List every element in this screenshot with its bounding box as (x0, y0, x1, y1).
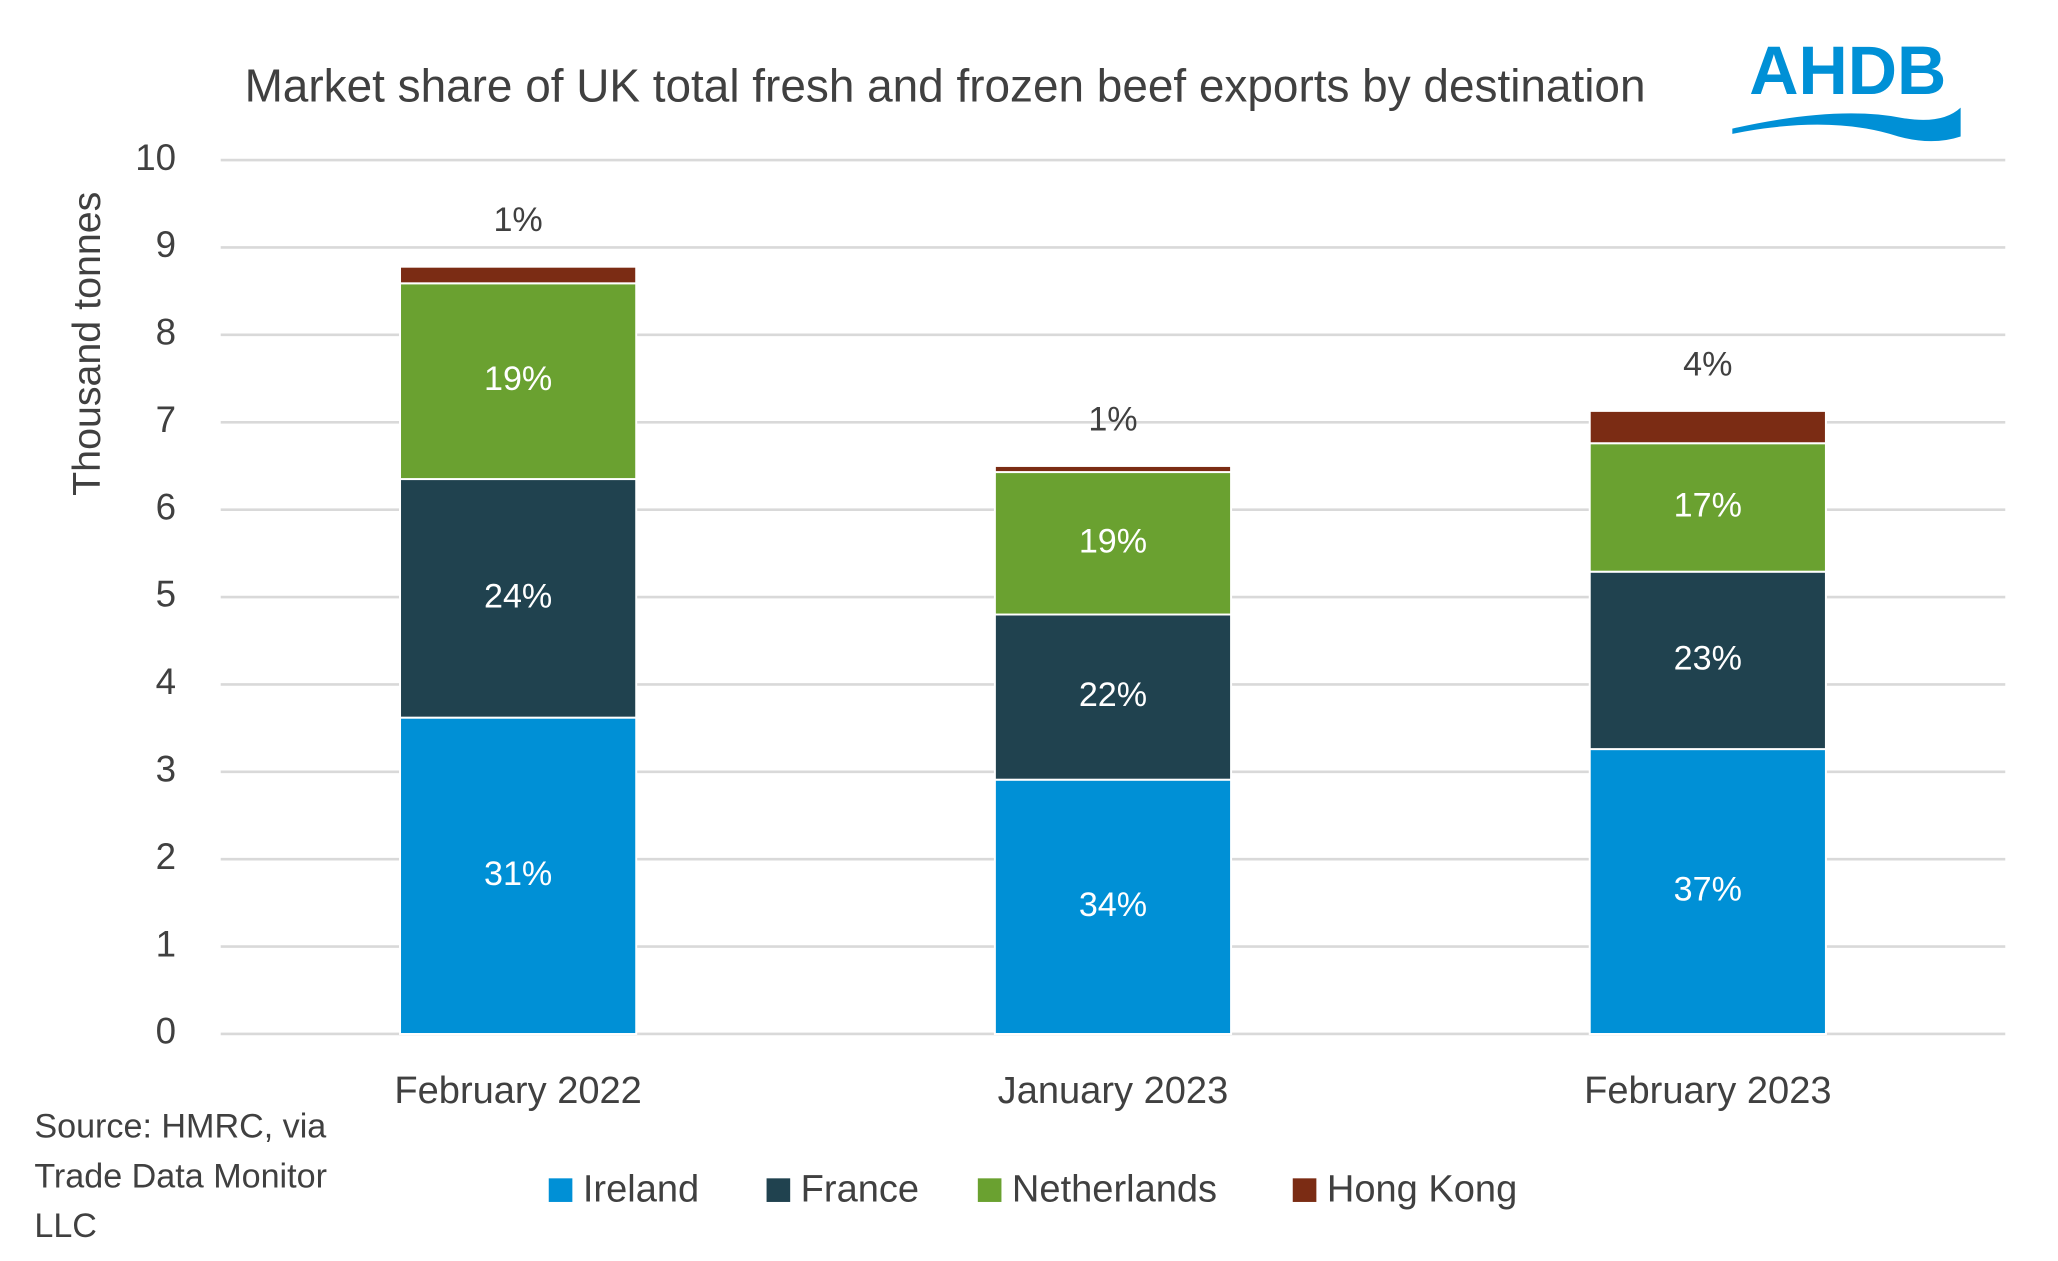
logo-wave (1732, 107, 1961, 142)
legend-label: Ireland (583, 1169, 699, 1211)
bar-segment (1588, 409, 1827, 445)
legend-swatch (1292, 1178, 1317, 1202)
legend-label: Hong Kong (1327, 1169, 1517, 1211)
y-tick-label: 2 (156, 836, 176, 877)
bar-segment (1588, 570, 1827, 751)
logo: AHDB (1749, 33, 1946, 109)
y-tick-label: 6 (156, 486, 176, 527)
bar-segment (1588, 748, 1827, 1035)
y-tick-label: 10 (135, 137, 176, 178)
data-label: 4% (1683, 345, 1732, 383)
y-tick-label: 8 (156, 312, 176, 353)
bar-segment (1588, 442, 1827, 573)
source-note: Source: HMRC, via (34, 1107, 326, 1145)
legend-label: Netherlands (1012, 1169, 1217, 1211)
bar-segment (993, 471, 1233, 616)
bar-segment (399, 716, 638, 1035)
data-label: 1% (1088, 400, 1137, 438)
y-tick-label: 9 (156, 224, 176, 265)
y-tick-label: 0 (156, 1011, 176, 1052)
bar-segment (399, 265, 638, 285)
x-tick-label: January 2023 (998, 1070, 1229, 1112)
legend-swatch (977, 1178, 1002, 1202)
source-note: LLC (34, 1207, 97, 1245)
data-label: 19% (1079, 522, 1147, 560)
y-tick-label: 7 (156, 399, 176, 440)
chart-title: Market share of UK total fresh and froze… (245, 59, 1646, 111)
data-label: 31% (484, 855, 552, 893)
data-label: 34% (1079, 886, 1147, 924)
data-label: 17% (1674, 486, 1742, 524)
y-tick-label: 4 (156, 661, 176, 702)
data-label: 19% (484, 360, 552, 398)
data-label: 23% (1674, 639, 1742, 677)
legend-swatch (766, 1178, 791, 1202)
bar-segment (993, 613, 1233, 781)
x-tick-label: February 2023 (1584, 1070, 1831, 1112)
bar-segment (993, 778, 1233, 1035)
legend-swatch (548, 1178, 573, 1202)
data-label: 22% (1079, 676, 1147, 714)
data-label: 37% (1674, 871, 1742, 909)
bar-segment (399, 282, 638, 481)
legend-label: France (801, 1169, 919, 1211)
y-axis-label: Thousand tonnes (65, 192, 109, 496)
bar-segment (993, 464, 1233, 474)
y-tick-label: 1 (156, 923, 176, 964)
y-tick-label: 5 (156, 574, 176, 615)
data-label: 1% (493, 201, 542, 239)
y-tick-label: 3 (156, 749, 176, 790)
data-label: 24% (484, 577, 552, 615)
source-note: Trade Data Monitor (34, 1157, 327, 1195)
x-tick-label: February 2022 (394, 1070, 641, 1112)
